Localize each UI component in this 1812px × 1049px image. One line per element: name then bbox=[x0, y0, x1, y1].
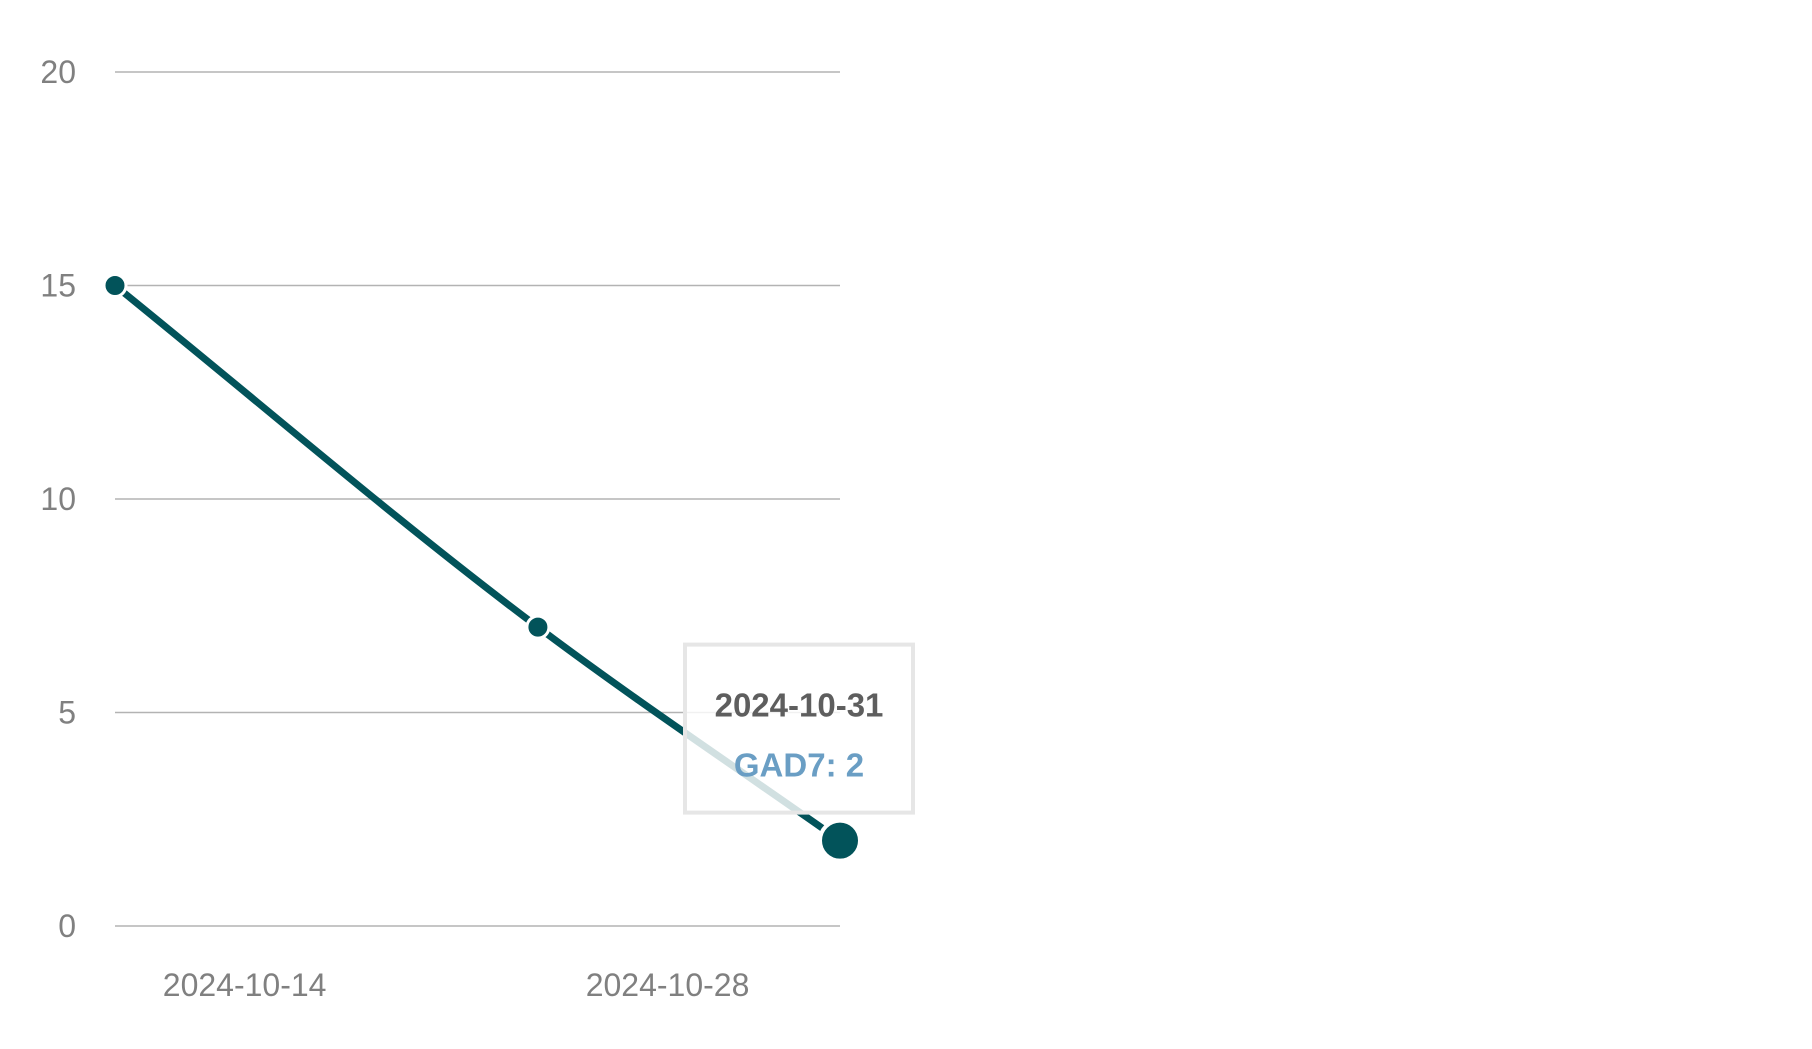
y-tick-label: 20 bbox=[40, 54, 76, 90]
data-point[interactable] bbox=[525, 614, 551, 640]
y-tick-label: 15 bbox=[40, 268, 76, 304]
x-tick-label: 2024-10-14 bbox=[163, 967, 327, 1003]
y-axis-ticks: 0 5 10 15 20 bbox=[40, 54, 76, 944]
y-tick-label: 10 bbox=[40, 481, 76, 517]
tooltip-box bbox=[683, 642, 915, 815]
tooltip: 2024-10-31 GAD7: 2 bbox=[683, 642, 915, 815]
x-tick-label: 2024-10-28 bbox=[586, 967, 750, 1003]
y-tick-label: 5 bbox=[58, 695, 76, 731]
point-layer bbox=[102, 273, 862, 863]
data-point-active[interactable] bbox=[818, 818, 862, 863]
tooltip-title: 2024-10-31 bbox=[715, 687, 884, 724]
data-point[interactable] bbox=[102, 273, 128, 298]
y-tick-label: 0 bbox=[58, 908, 76, 944]
tooltip-value: GAD7: 2 bbox=[734, 747, 864, 784]
x-axis-ticks: 2024-10-14 2024-10-28 bbox=[163, 967, 750, 1003]
